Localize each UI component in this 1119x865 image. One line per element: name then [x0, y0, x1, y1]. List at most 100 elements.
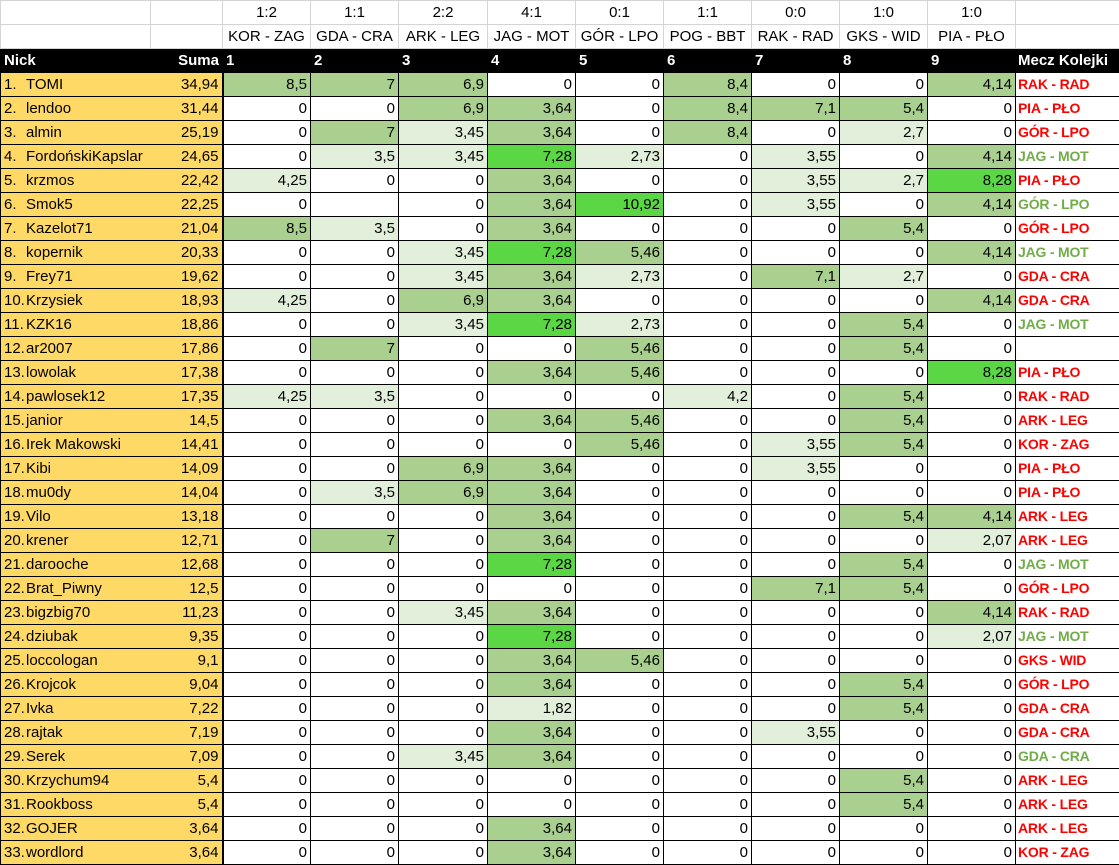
score-cell[interactable]: 0: [663, 336, 752, 361]
suma-cell[interactable]: 3,64: [150, 816, 224, 841]
score-cell[interactable]: 0: [663, 576, 752, 601]
score-cell[interactable]: 0: [751, 312, 840, 337]
score-cell[interactable]: 0: [398, 408, 488, 433]
score-cell[interactable]: 3,45: [398, 120, 488, 145]
nick-cell[interactable]: 26.Krojcok: [0, 672, 151, 697]
score-cell[interactable]: 0: [839, 480, 928, 505]
suma-cell[interactable]: 3,64: [150, 840, 224, 865]
score-cell[interactable]: 0: [222, 624, 311, 649]
nick-cell[interactable]: 6. Smok5: [0, 192, 151, 217]
score-cell[interactable]: 3,55: [751, 168, 840, 193]
nick-cell[interactable]: 5. krzmos: [0, 168, 151, 193]
score-cell[interactable]: 0: [575, 552, 664, 577]
match-name-cell[interactable]: PIA - PŁO: [927, 24, 1016, 49]
nick-cell[interactable]: 2. lendoo: [0, 96, 151, 121]
suma-cell[interactable]: 12,5: [150, 576, 224, 601]
mecz-kolejki-cell[interactable]: ARK - LEG: [1015, 528, 1119, 553]
score-cell[interactable]: 2,07: [927, 528, 1016, 553]
score-cell[interactable]: 0: [575, 528, 664, 553]
score-cell[interactable]: 0: [927, 648, 1016, 673]
score-cell[interactable]: 0: [310, 840, 399, 865]
score-cell[interactable]: 0: [575, 672, 664, 697]
score-cell[interactable]: 4,14: [927, 504, 1016, 529]
nick-cell[interactable]: 23.bigzbig70: [0, 600, 151, 625]
score-cell[interactable]: 0: [222, 408, 311, 433]
mecz-kolejki-cell[interactable]: GÓR - LPO: [1015, 120, 1119, 145]
score-cell[interactable]: 7,1: [751, 264, 840, 289]
score-cell[interactable]: 0: [575, 384, 664, 409]
score-cell[interactable]: 3,5: [310, 384, 399, 409]
score-cell[interactable]: 0: [310, 456, 399, 481]
score-cell[interactable]: 0: [398, 192, 488, 217]
score-cell[interactable]: 0: [222, 480, 311, 505]
score-cell[interactable]: 5,4: [839, 768, 928, 793]
score-cell[interactable]: 0: [751, 336, 840, 361]
score-cell[interactable]: 0: [398, 816, 488, 841]
suma-cell[interactable]: 12,71: [150, 528, 224, 553]
score-cell[interactable]: 0: [839, 288, 928, 313]
score-cell[interactable]: 0: [575, 744, 664, 769]
score-cell[interactable]: 0: [751, 120, 840, 145]
mecz-kolejki-cell[interactable]: GÓR - LPO: [1015, 216, 1119, 241]
score-cell[interactable]: 7: [310, 336, 399, 361]
score-cell[interactable]: 0: [575, 768, 664, 793]
suma-cell[interactable]: 13,18: [150, 504, 224, 529]
score-cell[interactable]: 0: [663, 552, 752, 577]
score-cell[interactable]: 5,4: [839, 336, 928, 361]
match-name-cell[interactable]: POG - BBT: [663, 24, 752, 49]
score-cell[interactable]: 0: [751, 744, 840, 769]
score-cell[interactable]: 0: [663, 600, 752, 625]
score-cell[interactable]: 5,4: [839, 312, 928, 337]
score-cell[interactable]: 0: [839, 744, 928, 769]
round-number-header[interactable]: 2: [310, 48, 399, 73]
score-cell[interactable]: 0: [398, 168, 488, 193]
match-result-cell[interactable]: 0:0: [751, 0, 840, 25]
score-cell[interactable]: 7,1: [751, 96, 840, 121]
mecz-kolejki-cell[interactable]: PIA - PŁO: [1015, 96, 1119, 121]
score-cell[interactable]: 0: [487, 336, 576, 361]
score-cell[interactable]: 5,46: [575, 336, 664, 361]
suma-cell[interactable]: 22,42: [150, 168, 224, 193]
score-cell[interactable]: 0: [222, 576, 311, 601]
score-cell[interactable]: 0: [222, 600, 311, 625]
suma-cell[interactable]: 17,38: [150, 360, 224, 385]
score-cell[interactable]: 0: [927, 408, 1016, 433]
suma-cell[interactable]: 31,44: [150, 96, 224, 121]
score-cell[interactable]: 0: [663, 672, 752, 697]
mecz-kolejki-cell[interactable]: GÓR - LPO: [1015, 576, 1119, 601]
score-cell[interactable]: 5,4: [839, 216, 928, 241]
score-cell[interactable]: 0: [575, 456, 664, 481]
score-cell[interactable]: 1,82: [487, 696, 576, 721]
suma-header[interactable]: Suma: [150, 48, 223, 73]
score-cell[interactable]: 0: [751, 408, 840, 433]
score-cell[interactable]: 7,1: [751, 576, 840, 601]
score-cell[interactable]: 4,14: [927, 600, 1016, 625]
score-cell[interactable]: 0: [487, 576, 576, 601]
suma-cell[interactable]: 25,19: [150, 120, 224, 145]
nick-cell[interactable]: 11. KZK16: [0, 312, 151, 337]
score-cell[interactable]: 0: [839, 144, 928, 169]
score-cell[interactable]: 7,28: [487, 240, 576, 265]
score-cell[interactable]: 0: [398, 504, 488, 529]
score-cell[interactable]: 0: [927, 216, 1016, 241]
score-cell[interactable]: 3,64: [487, 216, 576, 241]
score-cell[interactable]: 8,4: [663, 120, 752, 145]
score-cell[interactable]: 3,64: [487, 192, 576, 217]
mecz-kolejki-cell[interactable]: GDA - CRA: [1015, 720, 1119, 745]
score-cell[interactable]: 0: [839, 648, 928, 673]
score-cell[interactable]: 3,55: [751, 144, 840, 169]
nick-cell[interactable]: 27.Ivka: [0, 696, 151, 721]
score-cell[interactable]: 0: [222, 696, 311, 721]
match-result-cell[interactable]: 1:0: [839, 0, 928, 25]
score-cell[interactable]: 3,55: [751, 720, 840, 745]
score-cell[interactable]: 0: [310, 288, 399, 313]
score-cell[interactable]: 0: [927, 720, 1016, 745]
mecz-kolejki-cell[interactable]: JAG - MOT: [1015, 240, 1119, 265]
suma-cell[interactable]: 7,19: [150, 720, 224, 745]
score-cell[interactable]: 0: [663, 360, 752, 385]
match-name-cell[interactable]: JAG - MOT: [487, 24, 576, 49]
nick-cell[interactable]: 16.Irek Makowski: [0, 432, 151, 457]
suma-cell[interactable]: 7,22: [150, 696, 224, 721]
score-cell[interactable]: 0: [839, 840, 928, 865]
score-cell[interactable]: 0: [575, 72, 664, 97]
